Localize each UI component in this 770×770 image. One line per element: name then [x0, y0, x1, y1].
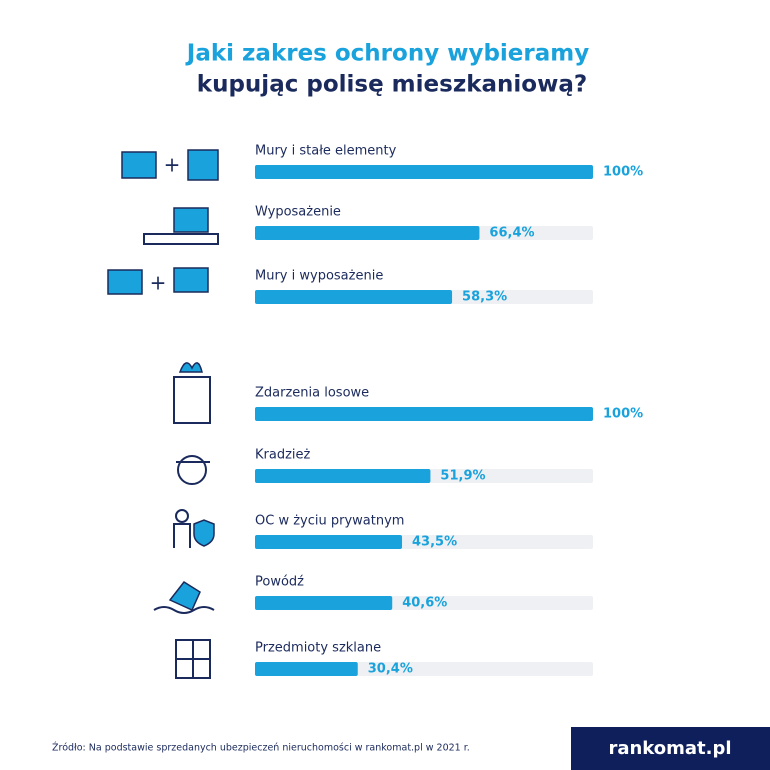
icon-building — [173, 376, 211, 424]
icon-wall — [121, 151, 157, 179]
brand: rankomat.pl — [608, 738, 731, 759]
bar — [255, 407, 593, 421]
brand-box — [571, 727, 770, 770]
icon-fire — [178, 362, 203, 373]
category-label: Powódź — [255, 575, 304, 590]
value-label: 100% — [603, 165, 643, 180]
category-label: Mury i wyposażenie — [255, 269, 383, 284]
bar — [255, 469, 431, 483]
icon-plus: + — [164, 153, 181, 177]
bar — [255, 165, 593, 179]
bar — [255, 662, 358, 676]
icon-roof — [187, 149, 219, 181]
bar — [255, 226, 480, 240]
icon-person-body — [173, 523, 191, 548]
category-label: Kradzież — [255, 448, 311, 463]
icon-house — [168, 581, 201, 611]
value-label: 58,3% — [462, 290, 507, 305]
value-label: 51,9% — [440, 469, 485, 484]
icon-shield — [193, 519, 215, 547]
category-label: Zdarzenia losowe — [255, 386, 369, 401]
bar — [255, 290, 453, 304]
icon-cabinet — [143, 233, 219, 245]
icon-tv — [173, 207, 209, 233]
category-label: Mury i stałe elementy — [255, 144, 397, 159]
icon-water — [153, 606, 215, 614]
value-label: 40,6% — [402, 596, 447, 611]
title: Jaki zakres ochrony wybieramy — [185, 41, 589, 67]
bars: Mury i stałe elementy 100% Wyposażenie 66,4… — [255, 144, 643, 677]
icon-wall — [107, 269, 143, 295]
icons: + + — [107, 149, 219, 679]
source: Źródło: Na podstawie sprzedanych ubezpie… — [52, 742, 470, 754]
value-label: 30,4% — [368, 662, 413, 677]
value-label: 100% — [603, 407, 643, 422]
value-label: 43,5% — [412, 535, 457, 550]
subtitle: kupując polisę mieszkaniową? — [197, 72, 587, 98]
category-label: Wyposażenie — [255, 205, 341, 220]
category-label: OC w życiu prywatnym — [255, 514, 404, 529]
bar — [255, 535, 403, 549]
value-label: 66,4% — [489, 226, 534, 241]
icon-window-frame — [176, 640, 210, 678]
icon-plus: + — [150, 271, 167, 295]
icon-person — [175, 509, 189, 523]
icon-thief — [177, 455, 207, 485]
icon-tv — [173, 267, 209, 293]
bar — [255, 596, 393, 610]
category-label: Przedmioty szklane — [255, 641, 381, 656]
